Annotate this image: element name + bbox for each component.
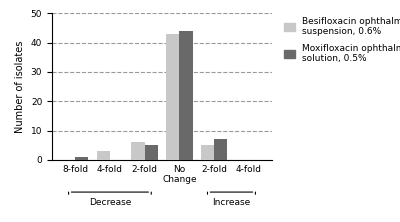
Legend: Besifloxacin ophthalmic
suspension, 0.6%, Moxifloxacin ophthalmic
solution, 0.5%: Besifloxacin ophthalmic suspension, 0.6%… (281, 13, 400, 67)
Text: Decrease: Decrease (89, 198, 131, 207)
Bar (214, 139, 227, 160)
Bar (132, 142, 145, 160)
Bar (179, 31, 192, 160)
Bar (166, 34, 179, 160)
Bar (97, 151, 110, 160)
Bar (201, 145, 214, 160)
Bar (75, 157, 88, 160)
Y-axis label: Number of isolates: Number of isolates (15, 40, 25, 133)
Bar (145, 145, 158, 160)
Text: Increase: Increase (212, 198, 250, 207)
